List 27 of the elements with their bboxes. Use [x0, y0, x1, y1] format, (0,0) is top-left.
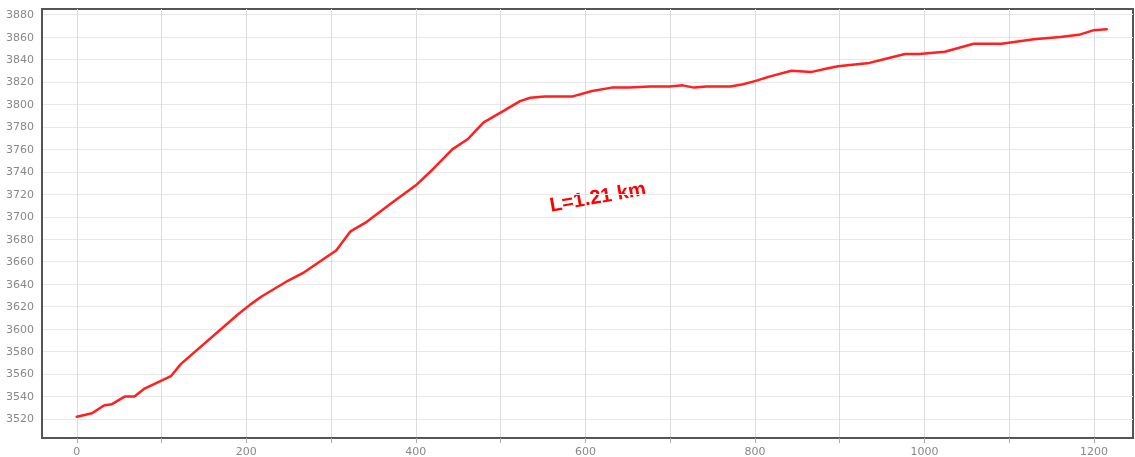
y-tick-label: 3620 — [6, 300, 34, 314]
y-tick-label: 3680 — [6, 232, 34, 246]
y-tick-label: 3760 — [6, 142, 34, 156]
x-tick-label: 200 — [235, 445, 257, 457]
y-tick-label: 3660 — [6, 255, 34, 269]
x-tick-label: 0 — [73, 445, 81, 457]
y-tick-label: 3840 — [6, 53, 34, 67]
y-tick-label: 3580 — [6, 345, 34, 359]
x-tick-label: 1200 — [1080, 445, 1109, 457]
x-tick-label: 400 — [405, 445, 427, 457]
y-tick-label: 3740 — [6, 165, 34, 179]
y-tick-label: 3880 — [6, 8, 34, 22]
y-tick-label: 3540 — [6, 389, 34, 403]
y-tick-label: 3640 — [6, 277, 34, 291]
y-tick-label: 3600 — [6, 322, 34, 336]
x-tick-label: 800 — [744, 445, 766, 457]
line-series — [75, 27, 1108, 418]
y-tick-label: 3700 — [6, 210, 34, 224]
y-tick-label: 3720 — [6, 187, 34, 201]
x-tick-label: 1000 — [910, 445, 939, 457]
y-tick-label: 3560 — [6, 367, 34, 381]
y-tick-label: 3780 — [6, 120, 34, 134]
x-tick-label: 600 — [574, 445, 596, 457]
y-tick-label: 3860 — [6, 30, 34, 44]
y-tick-label: 3820 — [6, 75, 34, 89]
y-tick-label: 3800 — [6, 97, 34, 111]
y-tick-label: 3520 — [6, 412, 34, 426]
